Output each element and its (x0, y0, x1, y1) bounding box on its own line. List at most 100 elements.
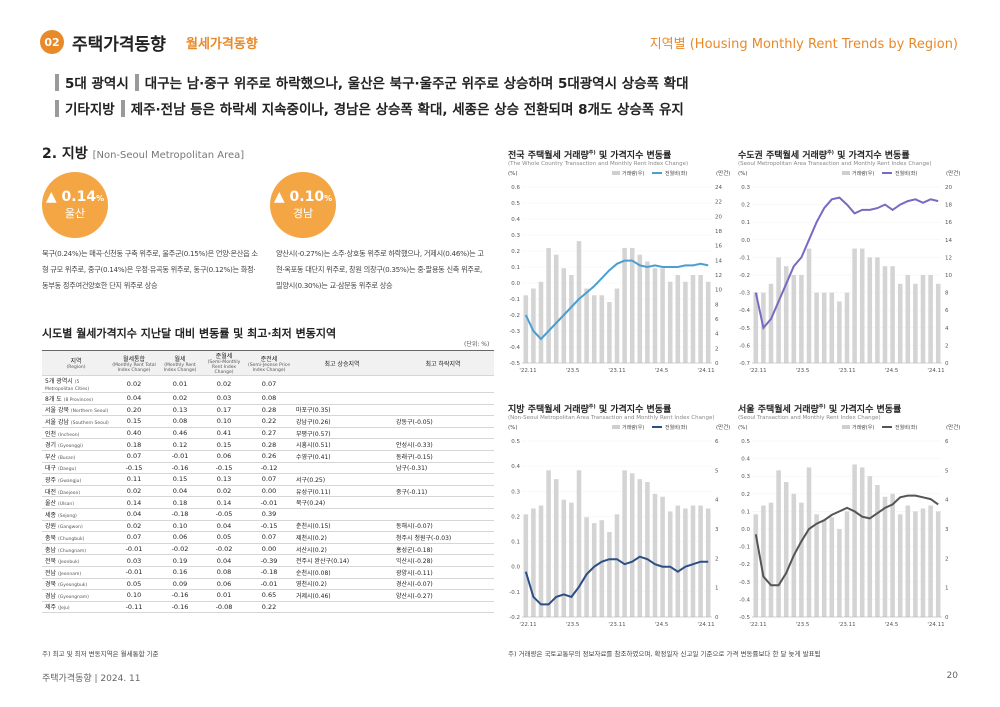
y-tick-right: 18 (945, 203, 952, 209)
x-tick: '23.11 (608, 368, 625, 374)
value-cell: 0.18 (110, 438, 158, 451)
volume-bar (622, 470, 627, 617)
top-fall-cell: 청주시 청원구(-0.03) (392, 531, 494, 544)
y-tick-left: -0.7 (739, 361, 750, 367)
value-cell: 0.04 (202, 554, 246, 567)
value-cell: -0.16 (158, 589, 202, 602)
summary-line-1: 5대 광역시 대구는 남·중구 위주로 하락했으나, 울산은 북구·울주군 위주… (55, 72, 689, 92)
y-tick-left: 0.5 (741, 439, 750, 445)
y-tick-left: -0.5 (739, 615, 750, 621)
chart-4: 서울 주택월세 거래량주) 및 가격지수 변동률 (Seoul Transacti… (738, 402, 960, 635)
region-cell: 5개 광역시 (5 Metropolitan Cities) (42, 375, 110, 393)
svg-text:거래량(우): 거래량(우) (622, 170, 644, 177)
summary-tag: 5대 광역시 (65, 76, 129, 92)
chart-legend: 거래량(우) 전월비(좌) (842, 170, 917, 177)
top-rise-cell: 순천시(0.08) (292, 566, 392, 579)
table-header: 최고 상승지역 (292, 350, 392, 376)
volume-bar (897, 283, 903, 363)
value-cell: 0.02 (202, 375, 246, 393)
volume-bar (576, 470, 582, 617)
value-cell: 0.03 (110, 554, 158, 567)
table-row: 서울 강남 (Southern Seoul) 0.15 0.08 0.10 0.22 강남… (42, 415, 494, 428)
value-cell: 0.04 (110, 392, 158, 405)
value-cell: 0.20 (110, 404, 158, 417)
y-tick-right: 8 (715, 302, 719, 308)
y-tick-left: 0.2 (741, 492, 750, 498)
table-row: 세종 (Sejong) 0.04 -0.18 -0.05 0.39 (42, 508, 494, 521)
x-tick: '23.5 (566, 368, 580, 374)
top-fall-cell (392, 404, 494, 417)
volume-bar (852, 464, 857, 617)
y-tick-right: 12 (945, 255, 952, 261)
volume-bar (753, 292, 759, 363)
volume-bar (837, 529, 842, 617)
value-cell: 0.07 (246, 473, 292, 486)
y-tick-left: -0.1 (739, 545, 750, 551)
volume-bar (637, 479, 643, 617)
y-tick-right: 12 (715, 273, 722, 279)
value-cell: 0.07 (110, 531, 158, 544)
table-row: 강원 (Gangwon) 0.02 0.10 0.04 -0.15 춘천시(0.15) 동해… (42, 520, 494, 533)
volume-bar (837, 301, 842, 363)
top-fall-cell (392, 601, 494, 614)
volume-bar (614, 288, 620, 363)
top-fall-cell (392, 473, 494, 486)
top-fall-cell: 동래구(-0.15) (392, 450, 494, 463)
region-cell: 서울 강북 (Northern Seoul) (42, 404, 110, 417)
chart-subtitle: (Seoul Metropolitan Area Transaction and… (738, 161, 932, 167)
table-header: 월세통합 (Monthly Rent Total Index Change) (110, 350, 158, 376)
y-tick-left: -0.4 (509, 345, 520, 351)
table-header: 준전세 (Semi-Jeonse Price Index Change) (246, 350, 292, 376)
top-rise-cell: 전주시 완산구(0.14) (292, 554, 392, 567)
volume-bar (553, 254, 559, 363)
volume-bar (905, 505, 911, 617)
y-tick-right: 8 (945, 291, 949, 297)
volume-bar (768, 502, 774, 617)
y-tick-left: -0.5 (739, 326, 750, 332)
y-tick-left: 0.2 (511, 514, 520, 520)
volume-bar (844, 292, 850, 363)
y-tick-right: 14 (715, 258, 722, 264)
volume-bar (859, 467, 865, 617)
value-cell: -0.01 (110, 566, 158, 579)
volume-bar (531, 508, 536, 617)
y-tick-left: -0.3 (509, 329, 520, 335)
x-tick: '22.11 (519, 368, 536, 374)
y-tick-right: 5 (715, 468, 719, 474)
top-rise-cell: 영천시(0.2) (292, 578, 392, 591)
volume-bar (538, 281, 544, 363)
region-cell: 전북 (Jeonbuk) (42, 554, 110, 567)
volume-bar (591, 523, 597, 617)
x-tick: '24.5 (885, 622, 899, 628)
value-cell: 0.08 (158, 415, 202, 428)
value-cell: 0.00 (246, 543, 292, 556)
volume-bar (829, 292, 835, 363)
value-cell: 0.13 (158, 404, 202, 417)
value-cell: 0.02 (202, 485, 246, 498)
bar-marker (55, 73, 59, 91)
region-cell: 충북 (Chungbuk) (42, 531, 110, 544)
y-tick-right: 4 (715, 498, 719, 504)
svg-text:전월비(좌): 전월비(좌) (895, 424, 917, 431)
value-cell: 0.15 (202, 438, 246, 451)
table-row: 대구 (Daegu) -0.15 -0.16 -0.15 -0.12 남구(-0.31) (42, 462, 494, 475)
region-cell: 세종 (Sejong) (42, 508, 110, 521)
value-cell: 0.08 (202, 566, 246, 579)
table-header: 최고 하락지역 (392, 350, 494, 376)
x-tick: '23.11 (838, 622, 855, 628)
volume-bar (913, 283, 918, 363)
volume-bar (652, 493, 658, 617)
volume-bar (652, 268, 658, 363)
y-axis-label-right: (만건) (716, 423, 730, 431)
value-cell: 0.01 (202, 589, 246, 602)
x-tick: '22.11 (749, 368, 766, 374)
value-cell: -0.01 (246, 496, 292, 509)
volume-bar (576, 241, 582, 363)
y-tick-left: -0.5 (509, 361, 520, 367)
highlight-badge: ▲ 0.14% 울산 (42, 172, 108, 238)
y-tick-right: 10 (715, 288, 722, 294)
volume-bar (814, 292, 819, 363)
y-axis-label-left: (%) (738, 171, 748, 177)
volume-bar (645, 261, 650, 363)
region-cell: 서울 강남 (Southern Seoul) (42, 415, 110, 428)
